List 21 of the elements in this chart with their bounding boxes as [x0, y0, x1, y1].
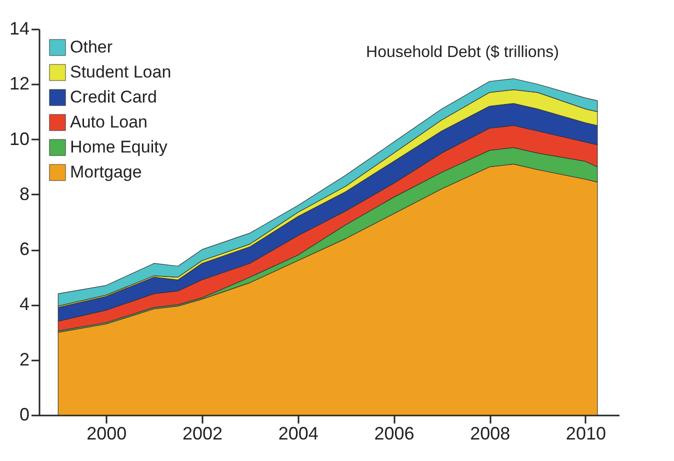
- x-tick-label: 2006: [374, 424, 414, 444]
- x-tick-label: 2000: [86, 424, 127, 444]
- legend-label: Mortgage: [70, 162, 142, 182]
- x-tick-label: 2002: [182, 424, 222, 444]
- legend-label: Home Equity: [70, 138, 168, 156]
- y-tick-label: 10: [9, 128, 30, 149]
- legend-label: Student Loan: [70, 62, 172, 82]
- x-tick-label: 2008: [470, 424, 510, 444]
- x-tick-label: 2004: [278, 424, 318, 444]
- x-tick-label: 2010: [566, 424, 606, 444]
- y-tick-label: 2: [19, 349, 30, 370]
- legend-label: Credit Card: [70, 88, 157, 106]
- y-tick-label: 4: [19, 294, 30, 314]
- y-tick-label: 8: [19, 184, 30, 204]
- legend-label: Auto Loan: [70, 112, 148, 132]
- text: Household Debt ($ trillions): [366, 44, 559, 61]
- y-tick-label: 0: [19, 404, 30, 424]
- y-tick-label: 14: [9, 18, 30, 38]
- y-tick-label: 6: [19, 239, 30, 260]
- y-tick-label: 12: [9, 74, 30, 94]
- legend-label: Other: [70, 38, 113, 56]
